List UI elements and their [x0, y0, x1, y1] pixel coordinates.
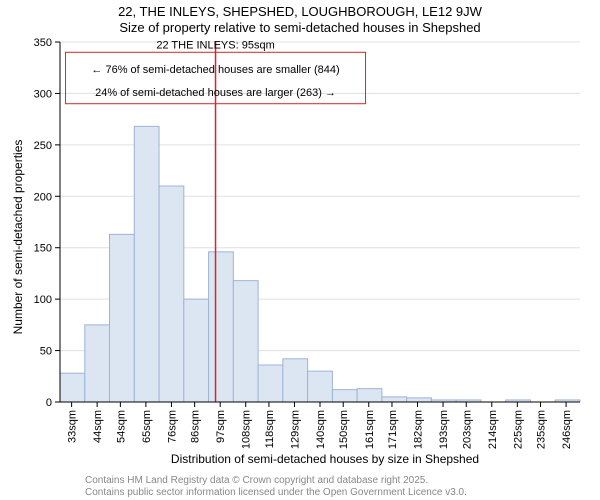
x-tick-label: 118sqm — [264, 410, 276, 448]
x-tick-label: 86sqm — [190, 410, 202, 443]
x-tick-label: 76sqm — [166, 410, 178, 443]
marker-larger-text: 24% of semi-detached houses are larger (… — [95, 87, 336, 99]
x-tick-label: 161sqm — [364, 410, 376, 449]
x-tick-label: 193sqm — [438, 410, 450, 449]
histogram-bar — [209, 252, 234, 402]
x-tick-label: 150sqm — [338, 410, 350, 449]
x-tick-label: 54sqm — [115, 410, 127, 443]
x-tick-label: 203sqm — [461, 410, 473, 449]
y-tick-label: 50 — [40, 346, 52, 358]
x-tick-label: 225sqm — [512, 410, 524, 449]
footer-copyright-1: Contains HM Land Registry data © Crown c… — [85, 475, 428, 486]
footer-copyright-2: Contains public sector information licen… — [85, 487, 467, 498]
x-tick-label: 140sqm — [315, 410, 327, 449]
y-tick-label: 0 — [46, 397, 52, 409]
histogram-bar — [357, 389, 382, 402]
chart-title-sub: Size of property relative to semi-detach… — [0, 20, 600, 35]
histogram-bar — [60, 373, 85, 402]
x-tick-label: 129sqm — [289, 410, 301, 449]
x-tick-label: 214sqm — [487, 410, 499, 449]
y-tick-label: 250 — [34, 140, 52, 152]
histogram-plot: 22 THE INLEYS: 95sqm ← 76% of semi-detach… — [60, 42, 580, 402]
histogram-bar — [110, 234, 135, 402]
x-tick-label: 97sqm — [215, 410, 227, 443]
x-tick-label: 44sqm — [92, 410, 104, 443]
y-tick-label: 200 — [34, 191, 52, 203]
histogram-bar — [382, 397, 407, 402]
histogram-bar — [258, 365, 283, 402]
histogram-bar — [407, 398, 432, 402]
y-tick-label: 100 — [34, 294, 52, 306]
histogram-bar — [159, 186, 184, 402]
chart-title-main: 22, THE INLEYS, SHEPSHED, LOUGHBOROUGH, … — [0, 4, 600, 19]
x-tick-label: 65sqm — [141, 410, 153, 443]
marker-title-text: 22 THE INLEYS: 95sqm — [156, 39, 274, 51]
x-tick-label: 182sqm — [413, 410, 425, 449]
y-axis-label: Number of semi-detached properties — [11, 87, 25, 387]
histogram-bar — [308, 371, 333, 402]
x-tick-label: 171sqm — [387, 410, 399, 449]
y-tick-label: 150 — [34, 243, 52, 255]
histogram-bar — [283, 359, 308, 402]
marker-smaller-text: ← 76% of semi-detached houses are smalle… — [91, 64, 339, 76]
histogram-bar — [184, 299, 209, 402]
y-tick-label: 350 — [34, 37, 52, 49]
x-tick-label: 246sqm — [561, 410, 573, 449]
histogram-bar — [134, 126, 159, 402]
x-tick-label: 33sqm — [67, 410, 79, 443]
x-tick-label: 235sqm — [536, 410, 548, 449]
histogram-bar — [85, 325, 110, 402]
histogram-bar — [233, 281, 258, 402]
histogram-bar — [332, 390, 357, 402]
y-tick-label: 300 — [34, 88, 52, 100]
x-axis-label: Distribution of semi-detached houses by … — [60, 452, 590, 466]
x-tick-label: 108sqm — [241, 410, 253, 449]
